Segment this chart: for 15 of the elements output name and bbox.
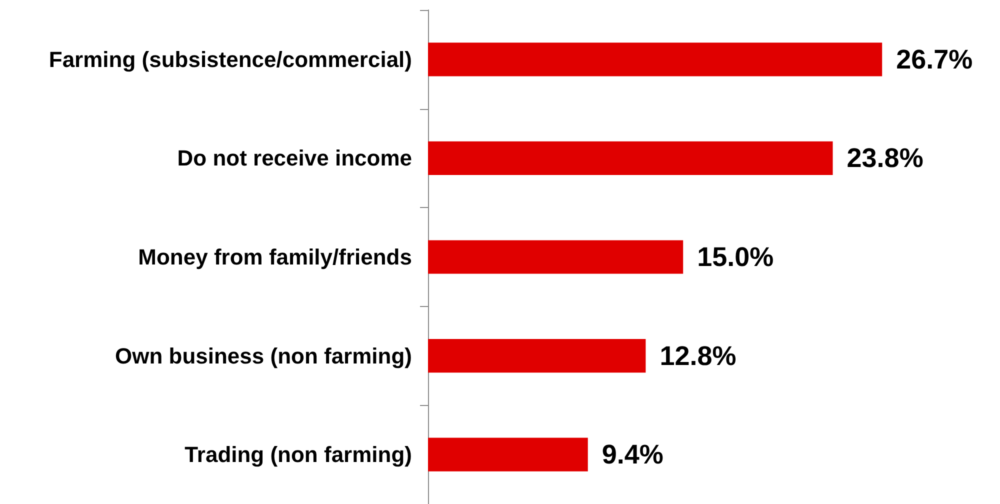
y-tick-label: Trading (non farming) [184,442,412,468]
data-label: 12.8% [660,340,736,371]
bar [428,240,684,274]
y-tick-label: Own business (non farming) [114,343,412,368]
data-label: 15.0% [697,242,774,272]
y-tick-label: Do not receive income [177,146,412,171]
y-tick-label: Farming (subsistence/commercial) [48,46,412,72]
y-tick-label: Money from family/friends [138,244,412,270]
data-label: 23.8% [846,143,924,174]
data-label: 9.4% [602,440,664,470]
bar [428,42,882,76]
bar [428,141,833,175]
bar [428,438,588,472]
data-label: 26.7% [896,44,973,74]
bar [428,339,646,373]
